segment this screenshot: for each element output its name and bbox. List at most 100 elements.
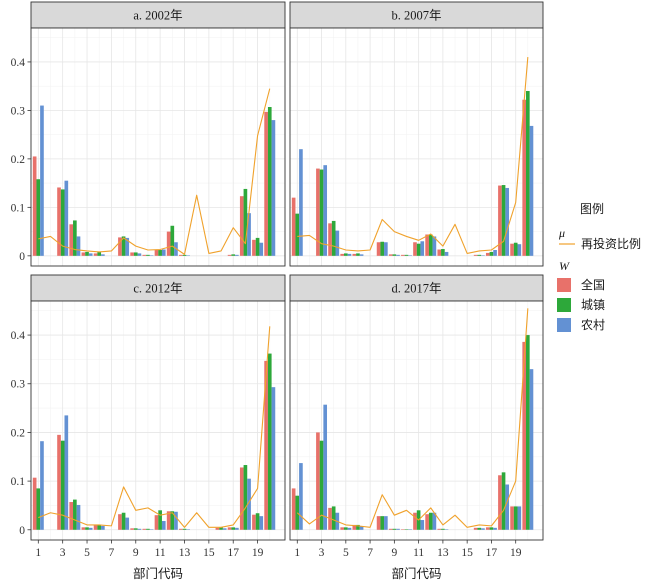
bar-rural	[493, 250, 497, 256]
facet-title: b. 2007年	[391, 9, 441, 23]
bar-rural	[161, 249, 166, 256]
bar-urban	[428, 512, 433, 530]
legend-swatch-national	[557, 278, 571, 292]
x-tick-label: 1	[35, 547, 41, 559]
bar-urban	[255, 513, 260, 530]
y-tick-label: 0.1	[11, 476, 26, 488]
bar-urban	[170, 511, 175, 530]
bar-national	[142, 254, 147, 256]
bar-rural	[529, 369, 534, 530]
facet-1: a. 2002年 0 0.1 0.2 0.3 0.4	[11, 1, 286, 267]
bar-urban	[267, 353, 272, 530]
bar-national	[264, 111, 268, 256]
legend-line-group-symbol: μ	[558, 226, 565, 240]
bar-rural	[359, 526, 364, 530]
bar-urban	[121, 236, 126, 256]
bar-urban	[255, 237, 260, 256]
bar-urban	[344, 253, 348, 256]
panel-border	[30, 300, 286, 541]
x-tick-label: 11	[155, 547, 166, 559]
bar-rural	[235, 254, 239, 256]
legend-label-rural: 农村	[581, 318, 605, 332]
bar-urban	[295, 213, 300, 256]
bar-rural	[505, 484, 510, 530]
bar-rural	[125, 237, 130, 256]
facet-panels: a. 2002年 0 0.1 0.2 0.3 0.4 b. 2007年 c. 2012年 0 0.…	[11, 1, 544, 581]
bar-urban	[60, 189, 65, 256]
y-tick-label: 0.3	[11, 379, 26, 391]
bar-rural	[299, 463, 303, 530]
bar-urban	[380, 516, 385, 530]
x-tick-label: 15	[461, 547, 473, 559]
legend-swatch-rural	[557, 318, 571, 332]
bar-national	[510, 506, 514, 530]
bar-urban	[133, 252, 138, 256]
facet-strip	[289, 274, 544, 302]
bar-national	[473, 527, 478, 530]
bar-rural	[76, 504, 81, 530]
bar-national	[130, 528, 134, 530]
x-tick-label: 13	[437, 547, 449, 559]
bar-national	[437, 249, 442, 256]
bar-national	[291, 197, 296, 256]
bar-national	[179, 254, 183, 256]
bar-national	[215, 527, 220, 530]
bar-rural	[493, 527, 497, 530]
bar-national	[485, 252, 490, 256]
x-tick-label: 3	[60, 547, 66, 559]
bar-national	[239, 196, 244, 256]
bar-rural	[161, 521, 166, 530]
bar-urban	[158, 250, 162, 256]
bar-urban	[243, 188, 248, 256]
facet-2: b. 2007年	[289, 1, 544, 267]
bar-rural	[88, 527, 93, 530]
bar-national	[93, 524, 98, 530]
bar-rural	[384, 242, 388, 256]
bar-national	[498, 185, 502, 256]
bar-urban	[73, 499, 77, 530]
bar-rural	[359, 254, 364, 256]
bar-national	[227, 254, 232, 256]
reinvestment-ratio-line	[297, 57, 529, 254]
bar-urban	[85, 527, 89, 530]
x-tick-label: 9	[133, 547, 139, 559]
bar-rural	[517, 506, 522, 530]
bar-urban	[344, 527, 348, 530]
bar-national	[93, 253, 98, 256]
bar-urban	[243, 465, 248, 530]
bar-rural	[101, 525, 105, 530]
bar-urban	[526, 335, 530, 530]
bar-national	[510, 243, 514, 256]
bar-national	[118, 514, 122, 530]
bar-urban	[219, 527, 223, 530]
bar-national	[473, 254, 478, 256]
bar-national	[291, 488, 296, 530]
x-tick-label: 9	[391, 547, 397, 559]
bar-urban	[331, 506, 336, 530]
panel-border	[30, 27, 286, 267]
bar-national	[352, 524, 357, 530]
x-tick-label: 1	[294, 547, 300, 559]
x-tick-label: 19	[252, 547, 264, 559]
bar-urban	[231, 254, 236, 256]
bar-urban	[356, 524, 360, 530]
bar-urban	[36, 488, 41, 530]
bar-rural	[299, 149, 303, 256]
bar-rural	[335, 230, 340, 256]
bar-national	[252, 239, 256, 256]
y-tick-label: 0	[19, 251, 25, 263]
bar-urban	[501, 472, 506, 530]
bar-national	[376, 516, 381, 530]
bar-national	[425, 514, 429, 530]
legend-swatch-urban	[557, 298, 571, 312]
bar-national	[166, 231, 171, 256]
y-tick-label: 0.1	[11, 202, 26, 214]
bar-urban	[146, 254, 150, 256]
bar-urban	[513, 242, 518, 256]
bar-urban	[428, 234, 433, 256]
bar-urban	[319, 440, 324, 530]
bar-rural	[432, 512, 437, 530]
